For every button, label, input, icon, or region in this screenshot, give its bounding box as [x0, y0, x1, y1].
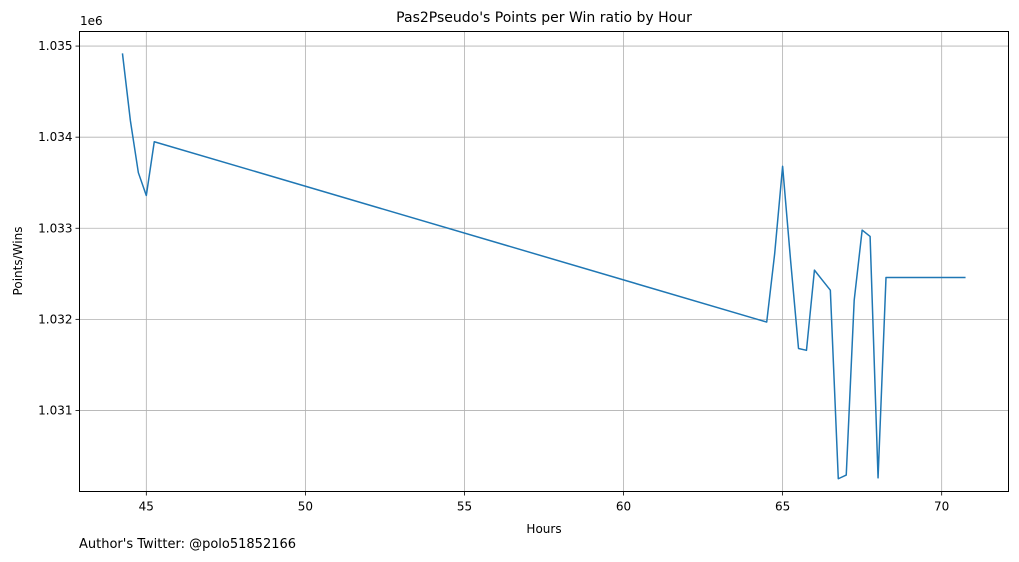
- plot-area-frame: [79, 31, 1009, 492]
- x-tick-label: 55: [457, 500, 472, 514]
- x-tick-label: 60: [616, 500, 631, 514]
- y-tick-label: 1.031: [38, 403, 72, 417]
- grid-lines: [79, 31, 1009, 492]
- y-axis-offset-label: 1e6: [80, 14, 103, 28]
- series-line: [121, 53, 966, 480]
- x-axis-title: Hours: [526, 522, 561, 536]
- y-tick-label: 1.034: [38, 130, 72, 144]
- x-tick-label: 45: [139, 500, 154, 514]
- y-tick-label: 1.032: [38, 312, 72, 326]
- y-tick-label: 1.033: [38, 221, 72, 235]
- y-axis-title: Points/Wins: [11, 227, 25, 296]
- x-tick-label: 65: [775, 500, 790, 514]
- chart-title: Pas2Pseudo's Points per Win ratio by Hou…: [396, 10, 692, 26]
- x-axis-ticks: 45 50 55 60 65 70: [139, 491, 949, 514]
- author-credit: Author's Twitter: @polo51852166: [79, 537, 297, 552]
- y-axis-ticks: 1.031 1.032 1.033 1.034 1.035: [38, 39, 80, 417]
- x-tick-label: 50: [298, 500, 313, 514]
- y-tick-label: 1.035: [38, 39, 72, 53]
- x-tick-label: 70: [934, 500, 949, 514]
